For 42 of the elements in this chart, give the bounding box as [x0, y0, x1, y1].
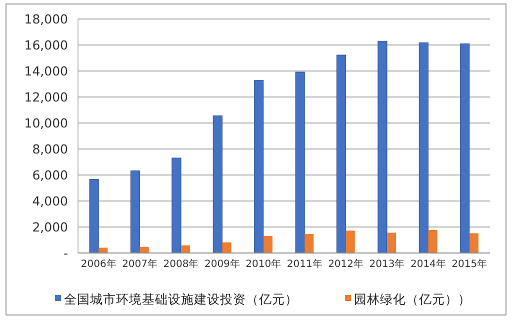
bar — [89, 179, 99, 254]
bar — [304, 234, 314, 253]
bar — [387, 232, 396, 253]
y-tick-label: 6,000 — [32, 167, 68, 182]
y-tick-label: 4,000 — [32, 193, 68, 208]
x-tick-label: 2013年 — [369, 258, 405, 270]
bar — [222, 242, 232, 253]
legend-label: 园林绿化（亿元）） — [354, 291, 471, 306]
bar — [460, 43, 470, 254]
bar — [469, 233, 478, 253]
x-tick-label: 2009年 — [204, 258, 240, 270]
x-tick-label: 2006年 — [80, 258, 116, 270]
bar — [130, 170, 140, 254]
bar — [336, 54, 346, 254]
bar — [181, 245, 190, 253]
x-tick-label: 2007年 — [122, 258, 158, 270]
x-tick-label: 2014年 — [410, 258, 446, 270]
bar — [295, 72, 305, 254]
x-tick-label: 2015年 — [452, 258, 488, 270]
y-tick-label: 18,000 — [24, 11, 68, 26]
bar — [418, 42, 428, 254]
bar — [378, 41, 388, 254]
bar — [428, 230, 438, 253]
y-tick-label: 10,000 — [24, 115, 68, 130]
x-tick-label: 2010年 — [246, 258, 282, 270]
bar — [98, 248, 108, 253]
bar — [254, 80, 264, 254]
bar — [172, 158, 182, 254]
bar — [346, 230, 355, 253]
x-tick-label: 2012年 — [328, 258, 364, 270]
bar — [212, 115, 222, 254]
bar — [140, 247, 149, 253]
legend-label: 全国城市环境基础设施建设投资（亿元） — [64, 291, 298, 306]
bar — [263, 236, 272, 253]
x-tick-label: 2008年 — [163, 258, 199, 270]
x-tick-label: 2011年 — [286, 258, 322, 270]
y-tick-label: 12,000 — [24, 89, 68, 104]
y-tick-label: 14,000 — [24, 63, 68, 78]
y-tick-label: 8,000 — [32, 141, 68, 156]
y-tick-label: 2,000 — [32, 219, 68, 234]
y-tick-label: - — [63, 245, 68, 260]
y-tick-label: 16,000 — [24, 37, 68, 52]
